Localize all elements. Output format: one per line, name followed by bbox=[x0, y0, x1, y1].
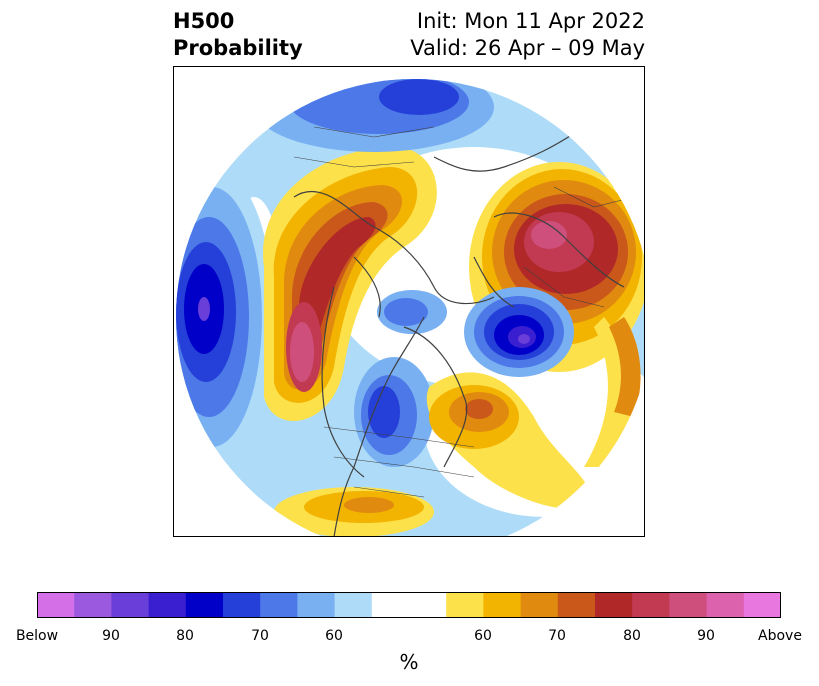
colorbar-tick-label: 70 bbox=[548, 628, 566, 644]
colorbar-tick-label: 60 bbox=[474, 628, 492, 644]
date-block: Init: Mon 11 Apr 2022 Valid: 26 Apr – 09… bbox=[410, 8, 645, 62]
colorbar-tick-label: 80 bbox=[623, 628, 641, 644]
colorbar-swatch bbox=[334, 592, 373, 618]
colorbar-swatch bbox=[74, 592, 112, 618]
map-panel bbox=[173, 66, 645, 537]
colorbar-border bbox=[37, 592, 781, 618]
colorbar-unit: % bbox=[399, 650, 419, 674]
colorbar bbox=[37, 592, 781, 618]
colorbar-swatch bbox=[706, 592, 745, 618]
colorbar-swatch bbox=[669, 592, 708, 618]
colorbar-tick-label: 80 bbox=[176, 628, 194, 644]
colorbar-tick-label: Above bbox=[758, 628, 802, 644]
colorbar-swatch bbox=[111, 592, 150, 618]
colorbar-swatch bbox=[185, 592, 224, 618]
colorbar-swatch bbox=[743, 592, 781, 618]
country-borders bbox=[293, 126, 635, 498]
colorbar-tick-label: 60 bbox=[325, 628, 343, 644]
colorbar-swatch bbox=[409, 592, 447, 618]
colorbar-swatch bbox=[223, 592, 261, 618]
colorbar-swatch bbox=[371, 592, 410, 618]
map-disk bbox=[176, 79, 644, 536]
init-date: Init: Mon 11 Apr 2022 bbox=[416, 9, 645, 33]
colorbar-swatch bbox=[148, 592, 187, 618]
valid-range: Valid: 26 Apr – 09 May bbox=[410, 36, 645, 60]
negative-anomaly-north-pacific bbox=[176, 167, 274, 467]
colorbar-swatch bbox=[557, 592, 596, 618]
probability-map bbox=[176, 79, 644, 536]
negative-anomaly-greenland-sea bbox=[464, 287, 574, 377]
colorbar-tick-label: 70 bbox=[251, 628, 269, 644]
colorbar-swatch bbox=[595, 592, 633, 618]
positive-anomaly-gulf-of-alaska bbox=[263, 147, 437, 421]
colorbar-tick-label: 90 bbox=[102, 628, 120, 644]
colorbar-swatch bbox=[483, 592, 522, 618]
colorbar-swatch bbox=[632, 592, 670, 618]
negative-anomaly-north-america bbox=[354, 357, 434, 467]
colorbar-swatch bbox=[520, 592, 559, 618]
chart-subtitle: Probability bbox=[173, 36, 303, 60]
title-block: H500 Probability bbox=[173, 8, 303, 62]
positive-anomaly-north-atlantic bbox=[426, 372, 594, 510]
colorbar-tick-label: 90 bbox=[697, 628, 715, 644]
colorbar-tick-label: Below bbox=[15, 628, 59, 644]
colorbar-gradient bbox=[37, 592, 781, 618]
colorbar-swatch bbox=[37, 592, 75, 618]
chart-title: H500 bbox=[173, 9, 235, 33]
colorbar-swatch bbox=[260, 592, 298, 618]
colorbar-swatch bbox=[446, 592, 484, 618]
coastlines bbox=[293, 126, 625, 536]
colorbar-swatch bbox=[297, 592, 336, 618]
